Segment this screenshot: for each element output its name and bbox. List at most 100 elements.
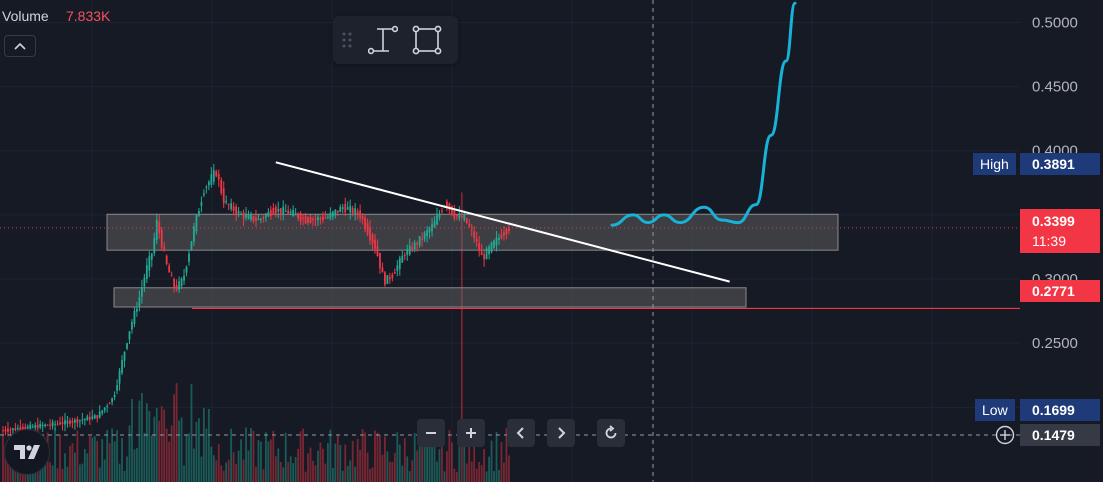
candle [61,416,64,431]
candle [39,420,42,430]
candle [103,407,106,414]
volume-bar [126,456,128,482]
candle [225,195,228,205]
tradingview-logo[interactable] [4,429,50,475]
candle [91,409,94,421]
candle [158,214,161,239]
candle [183,269,185,286]
volume-bar [356,438,359,482]
plus-circle-icon [995,425,1015,445]
volume-bar [485,471,488,482]
candle [396,260,399,277]
volume-bar [212,455,215,482]
volume-bar [465,463,468,482]
volume-bar [388,461,391,482]
candle [250,211,252,222]
volume-bar [19,466,22,482]
volume-bar [264,432,267,482]
volume-bar [460,192,463,482]
candle [346,201,349,211]
measure-tool-button[interactable] [361,20,405,60]
candle [260,217,262,224]
candle [384,270,386,287]
candle [240,211,242,216]
volume-bar [215,460,218,482]
crosshair-price-tag: 0.1479 [1020,424,1100,446]
volume-bar [262,469,265,482]
candle [190,241,193,251]
current-price-value: 0.3399 [1032,213,1075,229]
candle [478,236,481,257]
candle [319,216,322,225]
rectangle-tool-button[interactable] [405,20,449,60]
candle [421,232,424,247]
volume-bar [279,461,282,482]
zoom-out-button[interactable] [417,419,445,447]
volume-bar [431,435,433,482]
candle [165,254,168,266]
add-alert-button[interactable] [991,424,1019,446]
volume-bar [235,464,238,482]
volume-bar [384,436,386,482]
candle [436,207,438,226]
candle [331,210,334,221]
candle [200,196,203,213]
volume-bar [334,443,337,482]
candle [468,218,471,228]
candle [126,342,128,351]
candle [274,204,277,218]
candle-countdown: 11:39 [1032,233,1066,249]
candle [473,226,476,243]
volume-bar [433,437,436,482]
collapse-legend-button[interactable] [4,35,36,57]
volume-bar [136,447,138,482]
volume-bar [98,467,101,482]
rectangle-icon [412,25,442,55]
candle [324,210,327,219]
candle [205,185,208,194]
candle [31,423,34,429]
candle [232,202,235,216]
candle [83,418,86,426]
volume-bar [292,463,295,482]
candle [207,180,210,191]
scroll-left-button[interactable] [507,419,535,447]
candle [465,217,468,225]
volume-bar [455,471,458,482]
candle [438,210,441,221]
grip-dots-icon[interactable] [333,31,361,49]
volume-bar [49,462,52,482]
volume-bar [165,428,168,482]
candle [257,214,260,221]
volume-bar [463,443,466,482]
volume-bar [153,416,156,482]
volume-bar [366,452,369,482]
candle [289,208,292,216]
candle [376,239,379,257]
scroll-right-button[interactable] [547,419,575,447]
reset-chart-button[interactable] [597,419,625,447]
volume-bar [450,442,453,482]
volume-bar [170,425,173,482]
candle [379,252,381,274]
candle [217,169,220,187]
candle [354,202,357,221]
volume-bar [205,428,208,482]
volume-bar [148,410,151,482]
volume-bar [326,443,329,482]
candle [4,426,7,436]
high-price-tag: 0.3891 [1020,153,1100,175]
candle [495,231,498,252]
zoom-in-button[interactable] [457,419,485,447]
volume-bar [478,462,481,482]
volume-bar [376,432,379,482]
candle [255,209,257,227]
low-price-tag: 0.1699 [1020,399,1100,421]
volume-bar [78,464,81,482]
candle [441,207,443,214]
volume-bar [195,421,198,482]
candle [314,214,317,227]
volume-bar [220,465,223,482]
volume-bar [307,453,309,482]
